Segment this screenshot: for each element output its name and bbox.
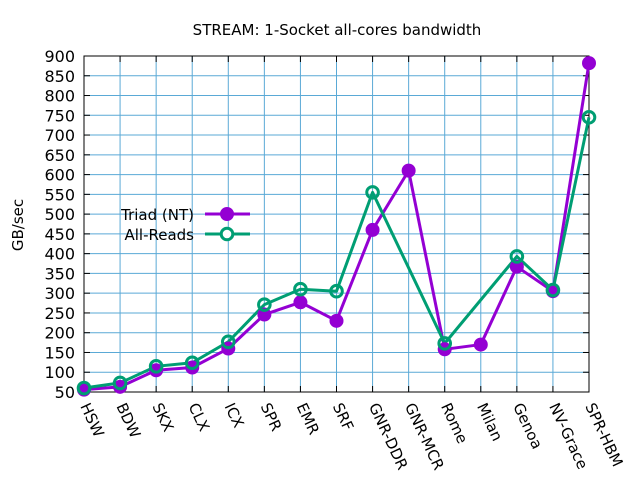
data-point (473, 337, 488, 352)
y-tick-label: 900 (44, 47, 75, 66)
y-tick-label: 400 (44, 245, 75, 264)
data-point (329, 283, 344, 299)
data-point (220, 334, 236, 350)
y-tick-label: 800 (44, 87, 75, 106)
legend-marker (219, 226, 235, 242)
data-point (113, 379, 128, 394)
y-axis-label: GB/sec (9, 199, 27, 251)
data-point (365, 222, 380, 237)
data-point (257, 297, 272, 312)
y-tick-label: 250 (44, 304, 75, 323)
y-tick-label: 750 (44, 106, 75, 125)
y-tick-label: 50 (55, 383, 75, 402)
data-point (293, 281, 308, 297)
data-point (509, 249, 525, 264)
data-point (329, 313, 344, 328)
grid (83, 55, 590, 393)
y-tick-label: 200 (44, 324, 75, 343)
y-tick-label: 450 (44, 225, 75, 244)
legend-label: All-Reads (124, 226, 194, 244)
y-tick-label: 500 (44, 205, 75, 224)
y-tick-label: 550 (44, 185, 75, 204)
y-tick-label: 100 (44, 363, 75, 382)
data-point (293, 295, 308, 310)
data-point (112, 375, 128, 391)
data-point (76, 380, 92, 396)
data-point (581, 109, 597, 125)
data-point (365, 185, 380, 200)
legend-label: Triad (NT) (120, 206, 194, 224)
y-tick-label: 150 (44, 343, 75, 362)
data-point (148, 359, 164, 374)
data-point (149, 363, 164, 378)
data-point (257, 307, 272, 322)
y-tick-label: 350 (44, 264, 75, 283)
y-axis-tick-labels: 5010015020025030035040045050055060065070… (44, 47, 75, 402)
y-tick-label: 700 (44, 126, 75, 145)
data-point (401, 163, 416, 178)
series-points (76, 56, 597, 397)
legend-marker (220, 207, 234, 221)
y-tick-label: 600 (44, 166, 75, 185)
data-point (545, 282, 561, 298)
chart-title: STREAM: 1-Socket all-cores bandwidth (193, 21, 482, 39)
data-point (184, 355, 200, 371)
data-point (437, 336, 453, 351)
data-point (509, 259, 524, 274)
data-point (582, 56, 596, 71)
y-tick-label: 650 (44, 146, 75, 165)
legend: Triad (NT) All-Reads (120, 206, 250, 244)
y-tick-label: 300 (44, 284, 75, 303)
y-tick-label: 850 (44, 67, 75, 86)
